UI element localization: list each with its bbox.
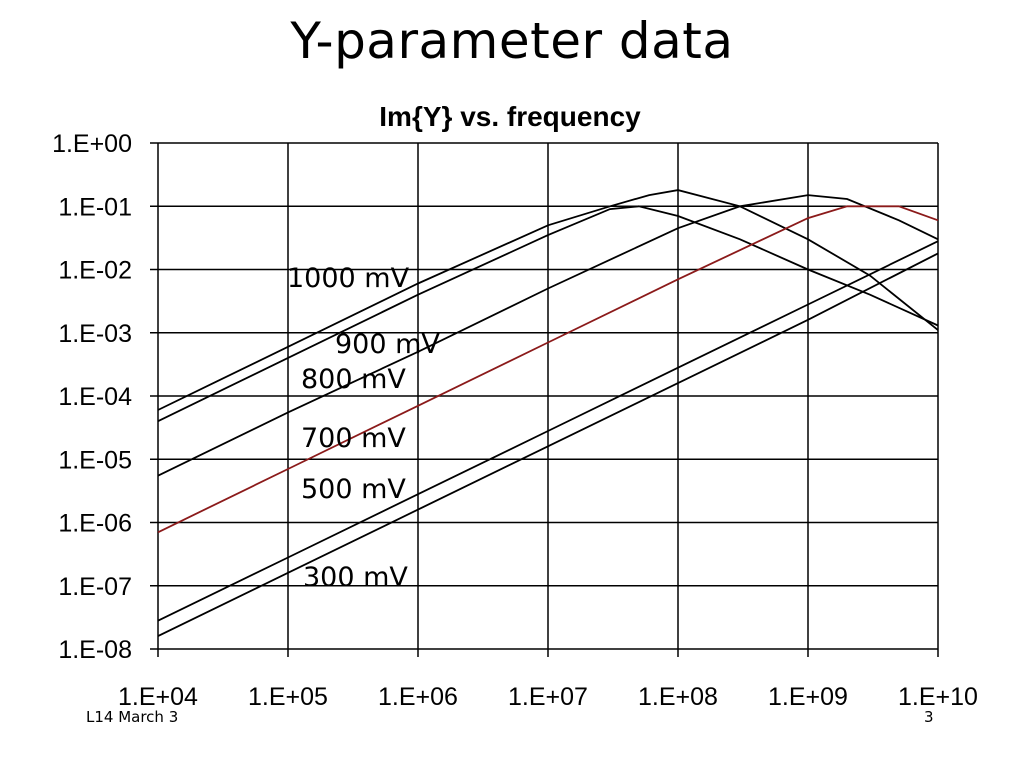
series-line-800-mv (157, 194, 939, 477)
axes: 1.E+00 1.E-01 1.E-02 1.E-03 1.E-04 1.E-05 1.E-… (52, 130, 978, 711)
y-tick-label: 1.E-08 (58, 636, 132, 664)
x-tick-label: 1.E+05 (248, 683, 328, 711)
series-line-700-mv (157, 205, 939, 534)
grid (157, 142, 939, 650)
series-lines (157, 189, 939, 637)
y-tick-label: 1.E-06 (58, 510, 132, 538)
x-tick-label: 1.E+09 (768, 683, 848, 711)
slide-title: Y-parameter data (290, 12, 734, 70)
x-tick-label: 1.E+04 (118, 683, 198, 711)
series-line-1000-mv (157, 189, 939, 411)
series-label-800-mv: 800 mV (301, 364, 406, 395)
series-label-700-mv: 700 mV (301, 423, 406, 454)
series-labels: 1000 mV 900 mV 800 mV 700 mV 500 mV 300 mV (287, 263, 440, 593)
series-label-500-mv: 500 mV (301, 474, 406, 505)
y-tick-label: 1.E-05 (58, 446, 132, 474)
slide-number: 3 (924, 708, 934, 726)
y-tick-label: 1.E+00 (52, 130, 132, 158)
y-tick-label: 1.E-01 (58, 193, 132, 221)
series-line-500-mv (157, 240, 939, 622)
x-tick-label: 1.E+08 (638, 683, 718, 711)
series-label-300-mv: 300 mV (303, 562, 408, 593)
x-tick-label: 1.E+10 (898, 683, 978, 711)
footer-date: L14 March 3 (86, 708, 179, 726)
chart-title: Im{Y} vs. frequency (379, 101, 641, 132)
y-tick-label: 1.E-02 (58, 257, 132, 285)
x-tick-label: 1.E+07 (508, 683, 588, 711)
series-line-300-mv (157, 252, 939, 637)
y-tick-label: 1.E-03 (58, 320, 132, 348)
y-tick-label: 1.E-07 (58, 573, 132, 601)
series-label-900-mv: 900 mV (335, 329, 440, 360)
x-tick-label: 1.E+06 (378, 683, 458, 711)
series-line-900-mv (157, 205, 939, 423)
series-label-1000-mv: 1000 mV (287, 263, 410, 294)
y-tick-label: 1.E-04 (58, 383, 132, 411)
